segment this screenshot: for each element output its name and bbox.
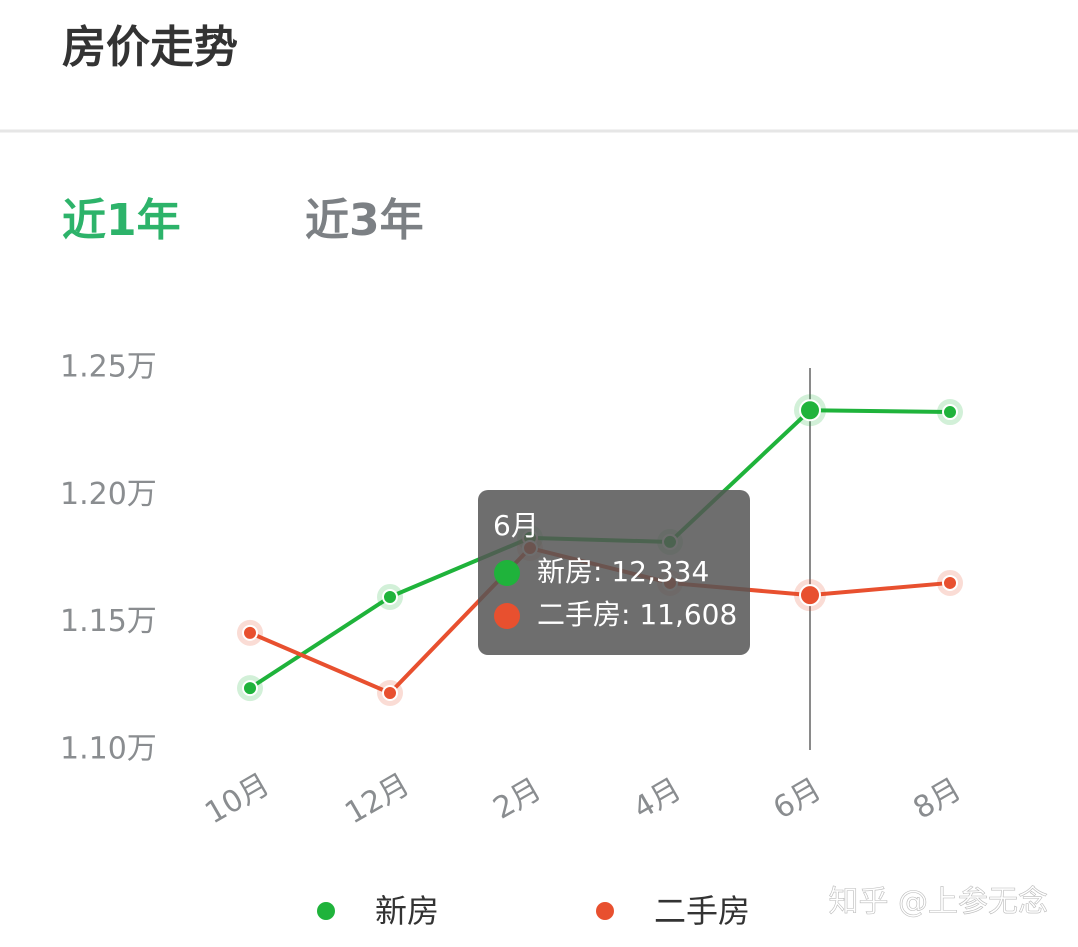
watermark: 知乎 @上参无念 [828, 885, 1048, 920]
tooltip-item: 二手房: 11,608 [537, 598, 737, 631]
point [382, 684, 398, 701]
point [942, 574, 958, 591]
y-tick-label: 1.15万 [60, 604, 157, 639]
x-tick-label: 6月 [767, 772, 827, 827]
point [942, 404, 958, 421]
legend-label: 二手房 [654, 892, 750, 930]
point [799, 399, 821, 422]
y-tick-label: 1.10万 [60, 732, 157, 767]
tooltip-title: 6月 [493, 509, 539, 542]
tooltip-dot [494, 603, 520, 629]
tooltip-box [478, 490, 750, 655]
point [242, 680, 258, 697]
point [799, 584, 821, 607]
tooltip-dot [494, 560, 520, 586]
legend-dot [317, 902, 335, 920]
point [242, 624, 258, 641]
legend-dot [596, 902, 614, 920]
y-tick-label: 1.25万 [60, 350, 157, 385]
x-tick-label: 12月 [339, 767, 416, 831]
point [382, 588, 398, 605]
x-tick-label: 10月 [199, 767, 276, 831]
x-tick-label: 8月 [907, 772, 967, 827]
x-tick-label: 4月 [627, 772, 687, 827]
legend-label: 新房 [375, 892, 439, 930]
tab[interactable]: 近1年 [62, 195, 181, 246]
y-tick-label: 1.20万 [60, 477, 157, 512]
tab[interactable]: 近3年 [305, 195, 424, 246]
x-tick-label: 2月 [487, 772, 547, 827]
header-title: 房价走势 [62, 22, 238, 73]
tooltip-item: 新房: 12,334 [537, 555, 709, 588]
